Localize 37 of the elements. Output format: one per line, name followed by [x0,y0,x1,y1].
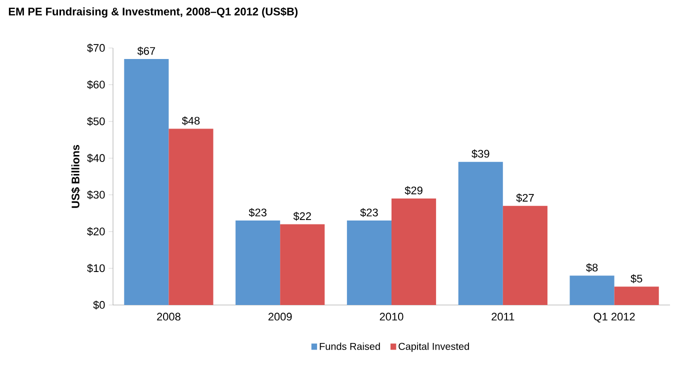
y-tick-label: $40 [87,154,105,163]
legend-label: Funds Raised [320,342,380,350]
y-tick-label: $20 [87,227,105,236]
data-label: $5 [630,274,642,284]
x-tick-label: 2008 [157,312,180,321]
x-tick-label: 2009 [268,312,292,321]
y-tick-label: $70 [87,44,105,52]
x-tick-label: Q1 2012 [594,312,635,322]
data-label: $48 [182,116,200,126]
data-label: $67 [137,46,156,56]
bar [614,286,659,305]
y-axis-title: US$ Billions [71,144,80,208]
bar [280,224,325,305]
data-label: $39 [472,149,490,158]
chart-title: EM PE Fundraising & Investment, 2008–Q1 2012 (US$B) [8,7,298,18]
data-label: $8 [586,263,598,272]
bar [124,59,169,305]
x-tick-label: 2010 [380,312,404,321]
bar [392,198,436,305]
data-label: $23 [360,208,378,218]
y-tick-label: $60 [87,80,105,90]
data-label: $22 [293,212,311,221]
data-label: $27 [516,193,534,202]
bar [346,220,392,305]
legend-label: Capital Invested [398,342,469,352]
y-tick-label: $0 [93,300,105,310]
y-tick-label: $50 [87,116,105,126]
bar [168,128,214,305]
bar [236,220,280,305]
bar [570,276,614,305]
data-label: $29 [404,186,422,196]
y-tick-label: $30 [87,190,105,200]
y-tick-label: $10 [87,264,105,273]
bar [458,162,503,305]
data-label: $23 [248,208,266,218]
x-tick-label: 2011 [492,312,514,321]
bar [502,206,548,305]
